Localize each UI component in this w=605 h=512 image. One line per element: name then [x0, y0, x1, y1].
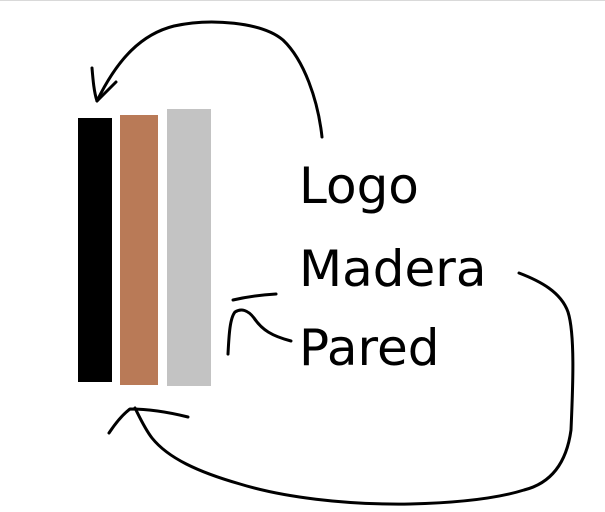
madera-label: Madera: [299, 240, 487, 298]
canvas-top-border: [0, 0, 605, 1]
madera-color-swatch: [120, 115, 158, 385]
logo-label: Logo: [299, 157, 419, 215]
pared-arrow-line: [226, 308, 293, 356]
logo-arrowhead: [90, 66, 118, 103]
pared-color-swatch: [167, 109, 211, 386]
pared-label: Pared: [299, 319, 440, 377]
pared-arrow-tick: [231, 292, 278, 302]
logo-color-swatch: [78, 118, 112, 382]
madera-arrowhead: [107, 407, 190, 435]
